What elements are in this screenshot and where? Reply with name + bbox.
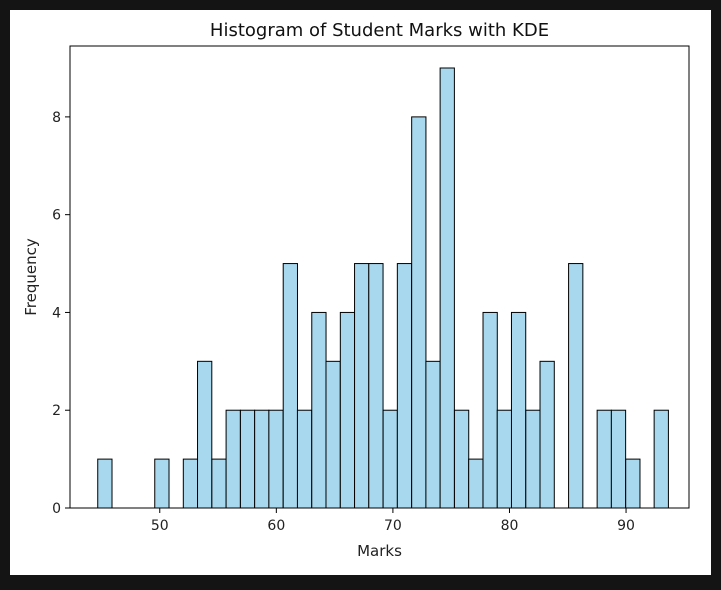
y-tick-label: 0: [52, 501, 61, 517]
histogram-bar-28: [496, 409, 513, 509]
histogram-bar-22: [411, 116, 427, 509]
bars-group: [97, 67, 669, 509]
histogram-bar-35: [596, 409, 612, 509]
figure-panel: Histogram of Student Marks with KDE 50 60…: [10, 10, 711, 575]
x-tick-label: 90: [617, 518, 635, 534]
histogram-bar-37: [625, 458, 641, 509]
histogram-bar-7: [197, 360, 213, 509]
x-tick-label: 60: [267, 518, 285, 534]
histogram-bar-36: [610, 409, 627, 509]
histogram-bar-15: [311, 311, 327, 509]
histogram-bar-31: [539, 360, 555, 509]
y-tick-label: 4: [52, 305, 61, 321]
histogram-bar-17: [339, 311, 356, 509]
histogram-bar-8: [211, 458, 227, 509]
y-tick-label: 2: [52, 403, 61, 419]
chart-title: Histogram of Student Marks with KDE: [210, 20, 549, 41]
histogram-bar-30: [525, 409, 541, 509]
histogram-bar-0: [97, 458, 113, 509]
histogram-bar-24: [439, 67, 455, 509]
histogram-bar-14: [296, 409, 313, 509]
histogram-bar-6: [182, 458, 199, 509]
histogram-chart: Histogram of Student Marks with KDE 50 60…: [22, 20, 690, 560]
histogram-bar-39: [653, 409, 669, 509]
histogram-bar-26: [468, 458, 484, 509]
x-axis-ticks: 50 60 70 80 90: [151, 508, 635, 534]
histogram-bar-10: [239, 409, 256, 509]
histogram-bar-11: [254, 409, 270, 509]
histogram-bar-33: [568, 263, 584, 509]
histogram-bar-21: [396, 263, 413, 509]
histogram-bar-4: [154, 458, 170, 509]
histogram-bar-9: [225, 409, 241, 509]
y-axis-label: Frequency: [22, 238, 40, 316]
histogram-bar-29: [510, 311, 527, 509]
x-tick-label: 80: [501, 518, 519, 534]
histogram-bar-16: [325, 360, 341, 509]
y-tick-label: 8: [52, 110, 61, 126]
x-tick-label: 70: [384, 518, 402, 534]
histogram-bar-23: [425, 360, 441, 509]
x-tick-label: 50: [151, 518, 169, 534]
histogram-bar-27: [482, 311, 498, 509]
histogram-bar-13: [282, 263, 298, 509]
histogram-bar-12: [268, 409, 284, 509]
histogram-bar-18: [354, 263, 370, 509]
y-tick-label: 6: [52, 208, 61, 224]
y-axis-ticks: 0 2 4 6 8: [52, 110, 70, 517]
histogram-bar-20: [382, 409, 398, 509]
x-axis-label: Marks: [357, 542, 402, 560]
histogram-bar-25: [453, 409, 470, 509]
plot-frame: [69, 45, 690, 509]
histogram-bar-19: [368, 263, 384, 509]
